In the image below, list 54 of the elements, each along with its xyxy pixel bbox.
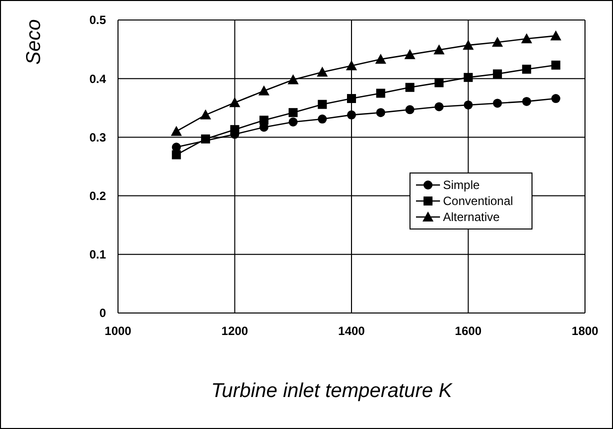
point bbox=[318, 100, 327, 109]
point bbox=[230, 125, 240, 134]
legend-label: Simple bbox=[443, 178, 480, 192]
point bbox=[201, 134, 210, 144]
point bbox=[200, 109, 212, 120]
point bbox=[492, 98, 502, 108]
point bbox=[434, 44, 445, 54]
point bbox=[318, 114, 327, 124]
point bbox=[521, 33, 532, 44]
y-axis-title: Seco bbox=[23, 19, 45, 65]
y-tick-label: 0.5 bbox=[89, 13, 106, 28]
y-tick-label: 0.2 bbox=[89, 189, 106, 203]
point bbox=[316, 66, 328, 77]
point bbox=[375, 54, 386, 64]
point bbox=[492, 36, 503, 47]
point bbox=[551, 60, 560, 70]
point bbox=[462, 40, 474, 50]
point bbox=[434, 102, 444, 112]
point bbox=[376, 88, 386, 98]
point bbox=[172, 150, 181, 160]
point bbox=[522, 96, 532, 106]
point bbox=[170, 126, 182, 136]
x-tick-label: 1400 bbox=[338, 324, 366, 338]
point bbox=[434, 78, 444, 88]
point bbox=[258, 85, 270, 96]
point bbox=[404, 49, 416, 60]
point bbox=[522, 64, 532, 74]
point bbox=[347, 110, 356, 120]
y-tick-label: 0.3 bbox=[89, 130, 106, 144]
point bbox=[550, 30, 562, 40]
x-axis-title: Turbine inlet temperature K bbox=[211, 380, 454, 402]
legend-label: Alternative bbox=[443, 210, 500, 224]
point bbox=[376, 108, 386, 118]
point bbox=[347, 94, 356, 104]
point bbox=[288, 108, 298, 118]
point bbox=[346, 60, 357, 70]
legend-label: Conventional bbox=[443, 194, 514, 208]
point bbox=[492, 69, 502, 78]
y-tick-label: 0.1 bbox=[89, 248, 106, 262]
point bbox=[405, 82, 414, 92]
y-tick-label: 0 bbox=[99, 306, 106, 320]
x-tick-label: 1600 bbox=[454, 324, 482, 338]
point bbox=[288, 117, 298, 126]
x-tick-label: 1000 bbox=[104, 324, 132, 338]
y-tick-label: 0.4 bbox=[89, 72, 106, 86]
point bbox=[229, 97, 240, 108]
point bbox=[464, 72, 473, 82]
x-tick-label: 1200 bbox=[221, 324, 248, 338]
point bbox=[259, 116, 268, 125]
point bbox=[288, 74, 299, 84]
point bbox=[405, 105, 414, 114]
point bbox=[464, 100, 473, 110]
point bbox=[551, 94, 560, 104]
x-tick-label: 1800 bbox=[572, 324, 599, 338]
